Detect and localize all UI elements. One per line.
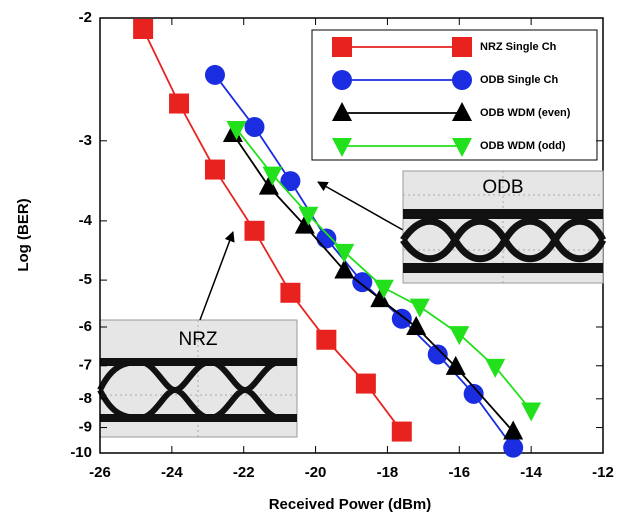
marker	[169, 94, 189, 114]
legend-marker	[332, 37, 352, 57]
arrow	[318, 182, 403, 230]
y-axis-title: Log (BER)	[15, 198, 32, 271]
nrz-eye-inset: NRZ	[100, 320, 297, 437]
legend-marker	[452, 37, 472, 57]
eye-label: NRZ	[178, 329, 217, 350]
chart: NRZ Received Power (dBm) Log (BER) -26 -2…	[0, 0, 619, 523]
x-tick-label: -22	[233, 464, 255, 481]
y-tick-label: -8	[79, 390, 92, 407]
legend-label: ODB WDM (odd)	[480, 140, 566, 152]
marker	[244, 221, 264, 241]
legend-marker	[452, 70, 472, 90]
x-tick-label: -16	[448, 464, 470, 481]
marker	[449, 326, 469, 345]
y-tick-label: -2	[79, 9, 92, 26]
x-tick-label: -12	[592, 464, 614, 481]
y-tick-label: -5	[79, 271, 92, 288]
odb-eye-inset: ODB	[403, 171, 603, 283]
x-axis-title: Received Power (dBm)	[269, 496, 432, 513]
x-tick-label: -24	[161, 464, 183, 481]
y-tick-label: -4	[79, 212, 93, 229]
legend-marker	[332, 70, 352, 90]
y-tick-label: -7	[79, 357, 92, 374]
y-tick-label: -6	[79, 318, 92, 335]
x-tick-label: -20	[305, 464, 327, 481]
legend-label: ODB Single Ch	[480, 74, 559, 86]
marker	[280, 283, 300, 303]
marker	[356, 374, 376, 394]
marker	[205, 160, 225, 180]
arrow	[200, 232, 233, 320]
marker	[316, 228, 336, 248]
marker	[205, 65, 225, 85]
legend-label: NRZ Single Ch	[480, 41, 557, 53]
y-tick-label: -3	[79, 132, 92, 149]
eye-label: ODB	[482, 177, 523, 198]
marker	[503, 438, 523, 458]
legend-label: ODB WDM (even)	[480, 107, 571, 119]
marker	[334, 244, 354, 263]
x-tick-label: -26	[89, 464, 111, 481]
marker	[392, 309, 412, 329]
y-tick-label: -9	[79, 419, 92, 436]
marker	[316, 330, 336, 350]
marker	[410, 299, 430, 318]
y-tick-label: -10	[70, 444, 92, 461]
marker	[244, 117, 264, 137]
marker	[133, 19, 153, 39]
marker	[521, 402, 541, 421]
x-tick-label: -14	[520, 464, 542, 481]
x-tick-label: -18	[377, 464, 399, 481]
marker	[392, 422, 412, 442]
